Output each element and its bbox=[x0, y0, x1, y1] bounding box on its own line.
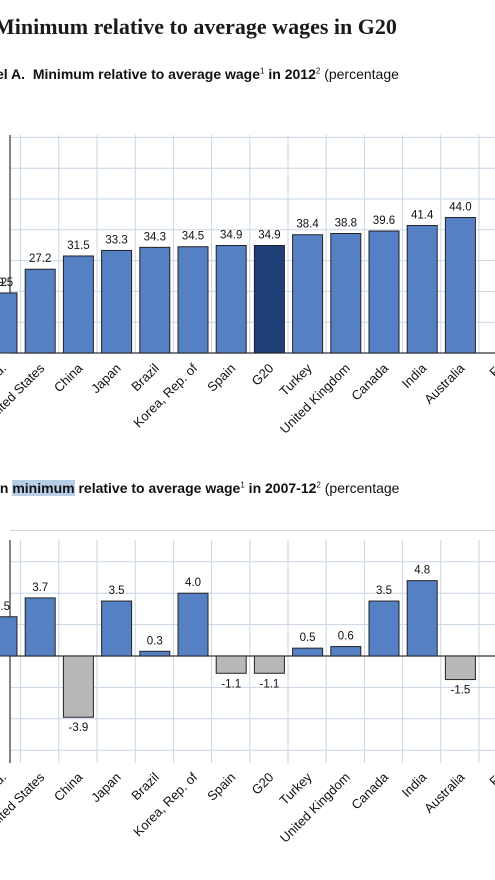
x-tick-label: United Kingdom bbox=[277, 361, 353, 437]
chart-title: Minimum relative to average wages in G20 bbox=[0, 14, 397, 39]
data-label: 34.5 bbox=[182, 231, 204, 243]
data-label: 44.0 bbox=[449, 201, 471, 213]
x-tick-label: India bbox=[399, 769, 430, 800]
data-label: -1.1 bbox=[221, 678, 241, 690]
data-label: 0.5 bbox=[300, 632, 316, 644]
bar bbox=[177, 592, 209, 657]
bar bbox=[368, 600, 400, 657]
panel-b-title: in minimum relative to average wage1 in … bbox=[0, 480, 399, 496]
bar bbox=[215, 655, 247, 674]
bar bbox=[24, 268, 56, 354]
data-label: 27.2 bbox=[29, 253, 51, 265]
bar bbox=[444, 655, 476, 681]
data-label: 38.8 bbox=[335, 217, 357, 229]
footnote-1: 1 bbox=[240, 480, 245, 490]
panel-a-title: el A. Minimum relative to average wage1 … bbox=[0, 66, 399, 82]
x-tick-label: China bbox=[51, 360, 86, 395]
data-label: -1.1 bbox=[259, 678, 279, 690]
data-label: 3.7 bbox=[32, 582, 48, 594]
bar bbox=[292, 647, 324, 657]
panel-a-suffix: (percentage bbox=[320, 66, 399, 82]
panel-a-label: el A. bbox=[0, 66, 26, 82]
panel-b-pre: in bbox=[0, 480, 9, 496]
footnote-1: 1 bbox=[260, 66, 265, 76]
data-label: 38.4 bbox=[296, 219, 319, 231]
x-tick-label: Brazil bbox=[128, 360, 162, 394]
x-tick-label: India bbox=[399, 360, 430, 391]
data-label: 19.5 bbox=[0, 277, 13, 289]
data-label: 4.8 bbox=[414, 565, 430, 577]
data-label: 41.4 bbox=[411, 209, 434, 221]
data-label: 0.3 bbox=[147, 635, 163, 647]
footnote-2: 2 bbox=[315, 66, 321, 76]
bar bbox=[330, 646, 362, 657]
bar bbox=[253, 655, 285, 674]
panel-b-highlight: minimum bbox=[12, 480, 75, 496]
bar bbox=[24, 597, 56, 657]
data-label: 3.5 bbox=[109, 585, 125, 597]
x-tick-label: G20 bbox=[249, 770, 277, 798]
panel-b-year: in 2007-12 bbox=[244, 480, 317, 496]
data-label: 34.9 bbox=[220, 230, 242, 242]
bar bbox=[330, 232, 362, 354]
bar bbox=[292, 234, 324, 354]
data-label: 39.6 bbox=[373, 215, 395, 227]
x-tick-label: China bbox=[51, 769, 86, 804]
data-label: 34.9 bbox=[258, 230, 280, 242]
data-label: 0.6 bbox=[338, 631, 354, 643]
x-tick-label: Australia bbox=[421, 769, 468, 816]
bar bbox=[139, 246, 171, 354]
bar bbox=[406, 224, 438, 354]
footnote-2: 2 bbox=[316, 480, 321, 490]
x-tick-label: Brazil bbox=[128, 769, 162, 803]
bar bbox=[444, 216, 476, 354]
data-label: 34.3 bbox=[144, 231, 166, 243]
bar bbox=[62, 255, 94, 354]
panel-b-heading: relative to average wage bbox=[74, 480, 241, 496]
x-tick-label: Fr bbox=[486, 769, 495, 789]
x-tick-label: Fr bbox=[486, 360, 495, 380]
bar bbox=[368, 230, 400, 354]
bar bbox=[215, 245, 247, 354]
bar bbox=[0, 292, 18, 354]
x-tick-label: Japan bbox=[88, 770, 124, 806]
bar bbox=[177, 246, 209, 354]
x-tick-label: Spain bbox=[204, 361, 238, 395]
x-tick-label: Spain bbox=[204, 770, 238, 804]
data-label: 4.0 bbox=[185, 577, 201, 589]
x-tick-label: Canada bbox=[348, 769, 391, 812]
data-label: -1.5 bbox=[450, 685, 470, 697]
panel-a-heading: Minimum relative to average wage bbox=[32, 66, 261, 82]
panel-a-year: in 2012 bbox=[264, 66, 316, 82]
bar bbox=[253, 245, 285, 354]
data-label: 31.5 bbox=[67, 240, 89, 252]
x-tick-label: Japan bbox=[88, 361, 124, 397]
data-label: 2.5 bbox=[0, 601, 10, 613]
bar bbox=[139, 650, 171, 657]
data-label: -3.9 bbox=[68, 722, 88, 734]
data-label: 2 bbox=[1, 277, 7, 289]
data-label: 33.3 bbox=[105, 234, 127, 246]
x-tick-label: G20 bbox=[249, 361, 277, 389]
bar bbox=[62, 655, 94, 718]
panel-b-suffix: (percentage bbox=[320, 480, 400, 496]
bar bbox=[101, 249, 133, 354]
bar bbox=[0, 616, 18, 657]
x-tick-label: United Kingdom bbox=[277, 770, 353, 846]
data-label: 3.5 bbox=[376, 585, 392, 597]
x-tick-label: Australia bbox=[421, 360, 468, 407]
bar bbox=[101, 600, 133, 657]
x-tick-label: Canada bbox=[348, 360, 391, 403]
bar bbox=[406, 580, 438, 657]
